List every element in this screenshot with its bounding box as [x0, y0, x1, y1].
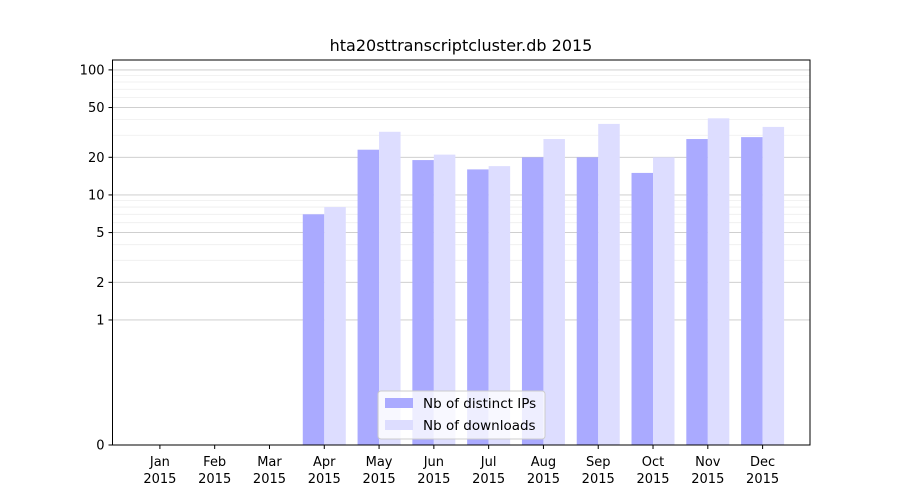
grid-layer	[112, 69, 810, 321]
bar-distinct-ips	[576, 157, 599, 445]
legend-swatch-ips	[385, 398, 413, 408]
x-tick-label-month: Apr	[313, 455, 336, 470]
y-tick-label: 0	[96, 439, 104, 454]
x-tick-label-month: Jun	[423, 455, 444, 470]
x-tick-label-year: 2015	[198, 472, 231, 487]
x-tick-label-month: Nov	[695, 455, 721, 470]
x-tick-label-month: Mar	[257, 455, 282, 470]
bar-distinct-ips	[631, 172, 654, 445]
x-tick-label-month: Jul	[480, 455, 497, 470]
y-tick-label: 100	[80, 63, 105, 78]
x-tick-label-year: 2015	[143, 472, 176, 487]
x-tick-label-month: Jan	[149, 455, 170, 470]
x-tick-label-month: May	[366, 455, 393, 470]
x-tick-label-year: 2015	[527, 472, 560, 487]
bar-downloads	[762, 126, 785, 446]
ticks-layer: 0 1 2 5 10 20 50 100 Jan 2015 Feb 2015 Mar 2015 Apr 201…	[80, 63, 779, 487]
x-tick-label-month: Dec	[750, 455, 775, 470]
bar-downloads	[379, 131, 401, 445]
legend-label-ips: Nb of distinct IPs	[423, 396, 536, 412]
x-tick-label-year: 2015	[746, 472, 779, 487]
x-tick-label-month: Aug	[531, 455, 556, 470]
legend-label-downloads: Nb of downloads	[423, 418, 536, 434]
x-tick-label-year: 2015	[308, 472, 341, 487]
legend-box	[377, 390, 546, 440]
y-tick-label: 50	[88, 101, 105, 116]
x-tick-label-year: 2015	[582, 472, 615, 487]
x-tick-label-year: 2015	[636, 472, 669, 487]
bar-distinct-ips	[467, 169, 489, 445]
bar-downloads	[653, 157, 675, 445]
x-tick-label-year: 2015	[417, 472, 450, 487]
bar-distinct-ips	[357, 149, 380, 446]
legend-swatch-downloads	[385, 420, 413, 430]
x-tick-label-month: Feb	[203, 455, 226, 470]
y-tick-label: 20	[88, 151, 105, 166]
x-tick-label-month: Sep	[586, 455, 611, 470]
bar-downloads	[707, 118, 730, 445]
chart-title: hta20sttranscriptcluster.db 2015	[330, 36, 593, 55]
legend: Nb of distinct IPs Nb of downloads	[377, 390, 546, 440]
x-tick-label-year: 2015	[363, 472, 396, 487]
bar-distinct-ips	[686, 139, 708, 445]
y-tick-label: 5	[96, 226, 104, 241]
y-tick-label: 1	[96, 313, 104, 328]
x-tick-label-year: 2015	[253, 472, 286, 487]
bar-distinct-ips	[302, 214, 325, 445]
bar-distinct-ips	[521, 157, 544, 445]
bar-downloads	[598, 123, 620, 445]
bar-downloads	[433, 154, 456, 446]
bar-downloads	[543, 139, 565, 445]
bar-distinct-ips	[741, 137, 763, 445]
y-tick-label: 10	[88, 188, 105, 203]
bar-distinct-ips	[412, 160, 434, 445]
x-tick-label-month: Oct	[642, 455, 664, 470]
bars-layer	[302, 118, 785, 446]
bar-downloads	[488, 166, 511, 445]
x-tick-label-year: 2015	[472, 472, 505, 487]
bar-downloads	[324, 207, 346, 445]
plot-frame	[112, 59, 811, 446]
y-tick-label: 2	[96, 276, 104, 291]
x-tick-label-year: 2015	[691, 472, 724, 487]
